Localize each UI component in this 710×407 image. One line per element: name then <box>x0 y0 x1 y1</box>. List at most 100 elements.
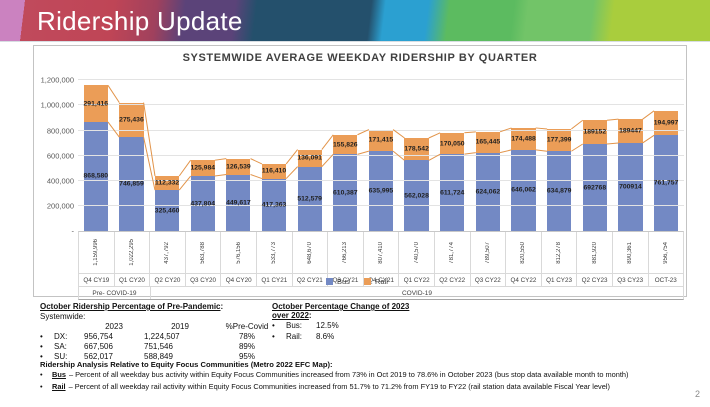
bar-column: 325,460 112,332 <box>149 74 185 231</box>
y-axis-tick: 800,000 <box>46 126 74 136</box>
bus-data-label: 512,579 <box>297 195 322 203</box>
y-axis-tick: - <box>71 226 75 236</box>
bar-column: 611,724 170,050 <box>434 74 470 231</box>
bus-data-label: 624,062 <box>475 188 501 196</box>
pp-value-2023: 956,754 <box>84 332 113 341</box>
efc-list: • Bus – Percent of all weekday bus activit… <box>40 370 702 392</box>
total-value: 766,213 <box>342 241 349 264</box>
bus-bar-segment <box>404 160 429 231</box>
bullet-icon: • <box>40 370 43 379</box>
rail-data-label: 126,539 <box>226 163 251 171</box>
total-value: 820,550 <box>520 241 527 264</box>
pp-value-2019: 1,224,507 <box>144 332 180 341</box>
chart-legend: Bus Rail <box>326 277 388 286</box>
total-cell: 563,788 <box>186 232 222 273</box>
change-list: • Bus: 12.5% • Rail: 8.6% <box>272 320 472 342</box>
y-axis: 1,200,000 1,000,000 800,000 600,000 400,000 2… <box>36 74 76 236</box>
total-cell: 1,159,996 <box>79 232 115 273</box>
bus-bar-segment <box>547 151 572 231</box>
bus-data-label: 646,062 <box>511 186 536 194</box>
change-heading-line1: October Percentage Change of 2023 <box>272 302 410 311</box>
bus-swatch-icon <box>326 278 333 285</box>
total-value: 576,156 <box>235 241 242 264</box>
change-value: 8.6% <box>316 332 335 341</box>
rail-bar-segment <box>440 132 465 155</box>
bus-data-label: 868,580 <box>83 172 109 180</box>
rail-bar-segment <box>190 160 215 177</box>
rail-data-label: 136,091 <box>297 154 322 162</box>
total-cell: 881,920 <box>577 232 613 273</box>
bus-data-label: 761,757 <box>653 179 679 187</box>
change-item: • Bus: 12.5% <box>272 320 472 331</box>
bullet-icon: • <box>40 381 43 391</box>
total-cell: 807,410 <box>364 232 400 273</box>
quarter-label: Q4 CY21 <box>364 274 400 286</box>
bus-bar-segment <box>190 176 215 231</box>
bus-bar-segment <box>297 166 322 231</box>
legend-item-bus: Bus <box>326 277 350 286</box>
series-lines <box>107 85 655 191</box>
total-cell: 956,754 <box>649 232 684 273</box>
quarter-label: Q1 CY20 <box>115 274 151 286</box>
pre-pandemic-table: 2023 2019 %Pre-Covid • DX: 956,754 1,224,507 78… <box>40 322 276 362</box>
total-value: 1,022,295 <box>128 239 135 266</box>
quarter-label: Q3 CY20 <box>186 274 222 286</box>
total-cell: 437,792 <box>150 232 186 273</box>
total-cell: 781,774 <box>435 232 471 273</box>
bus-bar-segment <box>582 144 607 231</box>
bar-column: 437,804 125,984 <box>185 74 221 231</box>
bus-bar-segment <box>261 178 287 231</box>
bus-data-label: 610,387 <box>333 189 358 197</box>
quarter-label: OCT-23 <box>654 276 677 284</box>
rail-bar-segment <box>511 127 536 150</box>
quarter-label: Q1 CY22 <box>399 274 435 286</box>
pp-col-pct: %Pre-Covid <box>225 322 269 331</box>
rail-bar-segment <box>154 176 180 191</box>
bus-data-label: 417,363 <box>261 201 287 209</box>
bar-column: 761,757 194,997 <box>648 74 684 231</box>
rail-bar-segment <box>83 85 108 122</box>
total-value: 789,507 <box>484 241 491 264</box>
bus-data-label: 562,028 <box>404 192 429 200</box>
plot-area: 868,580 291,416 746,859 275,436 325,460 112,3… <box>78 74 684 231</box>
total-value: 533,773 <box>271 241 278 264</box>
gridline <box>78 79 684 81</box>
pp-value-pct: 78% <box>238 332 255 341</box>
bar-column: 700914 189447 <box>613 74 649 231</box>
efc-item: • Bus – Percent of all weekday bus activit… <box>40 370 702 381</box>
rail-data-label: 112,332 <box>154 179 180 187</box>
period-group-label: Pre- COVID-19 <box>79 287 151 299</box>
rail-bar-segment <box>226 158 251 175</box>
rail-swatch-icon <box>363 278 371 285</box>
total-value: 563,788 <box>200 241 207 264</box>
pp-row-label: SU: <box>54 352 68 361</box>
change-block: October Percentage Change of 2023 over 2… <box>272 302 472 342</box>
total-value: 437,792 <box>164 241 171 264</box>
rail-bar-segment <box>119 102 144 138</box>
efc-heading: Ridership Analysis Relative to Equity Fo… <box>40 360 333 369</box>
bus-bar-segment <box>119 137 144 231</box>
pp-value-pct: 95% <box>238 352 255 361</box>
pp-col-2019: 2019 <box>171 322 189 331</box>
total-value: 956,754 <box>662 241 669 264</box>
change-value: 12.5% <box>316 321 339 330</box>
rail-bar-segment <box>547 128 572 152</box>
period-groups-row: Pre- COVID-19 COVID-19 <box>79 287 683 299</box>
gridline <box>78 104 684 106</box>
title-bar: Ridership Update <box>0 0 710 42</box>
pp-value-pct: 89% <box>238 342 255 351</box>
efc-text: Rail – Percent of all weekday rail activi… <box>52 381 610 391</box>
pp-bullet: • <box>40 332 43 341</box>
bus-data-label: 634,879 <box>546 187 572 195</box>
rail-bar-segment <box>653 110 679 136</box>
rail-data-label: 275,436 <box>119 116 144 124</box>
systemwide-label: Systemwide: <box>40 312 86 321</box>
legend-bus-label: Bus <box>337 277 350 286</box>
quarter-label: Q4 CY20 <box>221 274 257 286</box>
bars-container: 868,580 291,416 746,859 275,436 325,460 112,3… <box>78 74 684 231</box>
chart-title: SYSTEMWIDE AVERAGE WEEKDAY RIDERSHIP BY … <box>182 52 538 64</box>
efc-text: Bus – Percent of all weekday bus activity… <box>52 370 629 379</box>
bar-column: 512,579 136,091 <box>292 74 328 231</box>
quarter-label: Q2 CY21 <box>293 274 329 286</box>
bar-column: 634,879 177,399 <box>541 74 577 231</box>
